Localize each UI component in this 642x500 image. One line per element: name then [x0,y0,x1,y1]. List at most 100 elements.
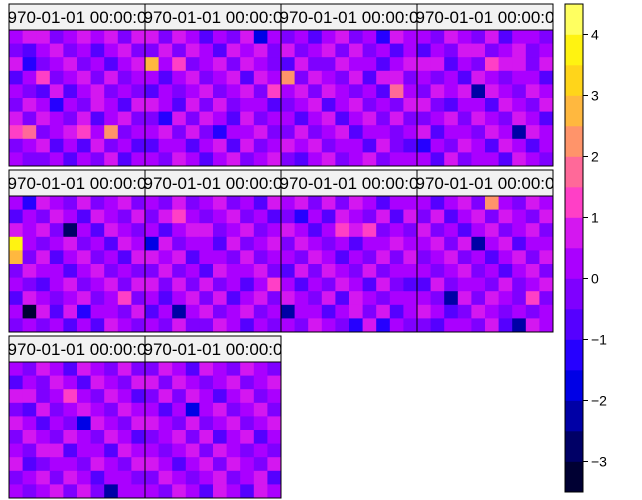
heatmap-cell [430,43,445,58]
heatmap-cell [485,209,499,224]
heatmap-cell [213,375,227,390]
heatmap-cell [281,304,295,319]
heatmap-cell [36,84,51,99]
heatmap-cell [240,84,255,99]
heatmap-cell [308,223,323,238]
heatmap-cell [158,209,173,224]
heatmap-cell [457,30,472,44]
heatmap-cell [444,264,459,278]
heatmap-cell [145,318,159,333]
colorbar-border [564,3,584,493]
heatmap-cell [90,375,105,390]
heatmap-cell [9,318,23,333]
heatmap-cell [362,70,377,85]
heatmap-cell [158,318,173,333]
heatmap-cell [131,318,146,333]
heatmap-cell [158,152,173,167]
heatmap-cell [349,57,363,72]
heatmap-cell [226,30,241,44]
heatmap-cell [63,209,78,224]
heatmap-cell [525,30,540,44]
heatmap-cell [240,430,255,444]
heatmap-cell [117,277,132,292]
heatmap-cell [498,43,513,58]
heatmap-cell [389,70,404,85]
heatmap-cell [321,304,336,319]
heatmap-cell [430,291,445,306]
colorbar-tick-label: 1 [591,210,599,226]
heatmap-cell [90,125,105,140]
heatmap-cell [267,70,282,85]
heatmap-cell [485,43,499,58]
heatmap-cell [308,236,323,251]
heatmap-cell [36,318,51,333]
heatmap-cell [185,43,200,58]
heatmap-cell [498,277,513,292]
heatmap-cell [389,277,404,292]
heatmap-cell [49,470,64,485]
heatmap-cell [335,84,350,99]
heatmap-cell [49,223,64,238]
panel-strip-label: 1970-01-01 00:00:05 [134,174,292,193]
heatmap-cell [117,264,132,278]
colorbar-swatch [565,248,583,279]
heatmap-cell [485,98,499,112]
heatmap-cell [240,470,255,485]
heatmap-cell [90,138,105,153]
heatmap-cell [36,304,51,319]
heatmap-cell [158,138,173,153]
heatmap-cell [22,125,37,140]
heatmap-cell [389,111,404,126]
panel-5: 1970-01-01 00:00:04 [8,169,146,333]
heatmap-cell [90,457,105,472]
heatmap-cell [213,111,227,126]
heatmap-cell [213,402,227,417]
panel-10: 1970-01-01 00:00:09 [144,335,282,499]
heatmap-cell [49,209,64,224]
heatmap-cell [199,457,214,472]
heatmap-cell [376,318,391,333]
heatmap-cell [444,209,459,224]
panel-strip [416,3,554,31]
heatmap-cell [158,416,173,431]
heatmap-cell [362,138,377,153]
heatmap-cell [104,30,119,44]
heatmap-cell [104,389,119,404]
heatmap-cell [213,138,227,153]
heatmap-cell [240,223,255,238]
heatmap-cell [145,416,159,431]
heatmap-cell [117,196,132,210]
heatmap-cell [199,484,214,499]
heatmap-cell [281,236,295,251]
heatmap-cell [172,484,187,499]
heatmap-cell [185,209,200,224]
colorbar-swatch [565,4,583,35]
heatmap-cell [104,402,119,417]
heatmap-cell [471,57,486,72]
heatmap-cell [267,457,282,472]
heatmap-cell [389,98,404,112]
heatmap-cell [335,57,350,72]
heatmap-cell [117,152,132,167]
heatmap-cell [525,223,540,238]
heatmap-cell [213,470,227,485]
heatmap-cell [417,304,431,319]
heatmap-cell [485,304,499,319]
heatmap-cell [213,362,227,376]
heatmap-cell [185,484,200,499]
heatmap-cell [213,389,227,404]
heatmap-cell [22,250,37,265]
heatmap-cell [9,70,23,85]
heatmap-cell [498,304,513,319]
heatmap-cell [90,236,105,251]
heatmap-cell [267,138,282,153]
heatmap-cell [525,125,540,140]
panel-strip [144,335,282,363]
heatmap-cell [403,138,418,153]
heatmap-cell [145,250,159,265]
heatmap-cell [22,457,37,472]
heatmap-cell [36,125,51,140]
heatmap-cell [9,375,23,390]
heatmap-cell [22,277,37,292]
heatmap-cell [77,484,91,499]
